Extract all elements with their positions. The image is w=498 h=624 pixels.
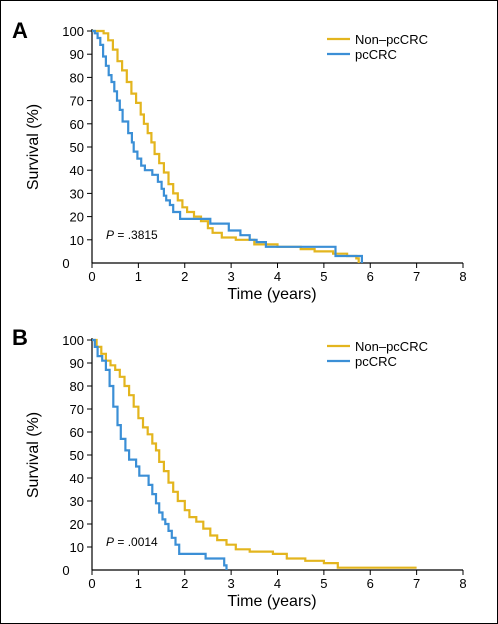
panel-a-x-tick-label: 5 bbox=[320, 269, 327, 284]
panel-b-p-value-number: = .0014 bbox=[114, 535, 158, 549]
panel-b-legend-label-non-pccrc: Non–pcCRC bbox=[355, 339, 428, 354]
panel-a-p-value-number: = .3815 bbox=[114, 228, 158, 242]
panel-b-y-tick-label: 40 bbox=[70, 471, 84, 486]
panel-b-x-tick-label: 3 bbox=[228, 576, 235, 591]
panel-b-x-tick-label: 4 bbox=[274, 576, 281, 591]
panel-a-x-tick-label: 3 bbox=[228, 269, 235, 284]
panel-a-p-value-symbol: P bbox=[106, 228, 114, 242]
panel-b-y-tick-label: 20 bbox=[70, 517, 84, 532]
panel-a-y-tick-label: 50 bbox=[70, 140, 84, 155]
panel-b-y-axis-title: Survival (%) bbox=[25, 412, 42, 498]
panel-b-y-tick-label: 60 bbox=[70, 425, 84, 440]
panel-b-y-tick-label-zero: 0 bbox=[62, 563, 69, 578]
panel-a-x-tick-label: 6 bbox=[367, 269, 374, 284]
panel-b-x-tick-label: 7 bbox=[413, 576, 420, 591]
panel-b-legend-label-pccrc: pcCRC bbox=[355, 354, 397, 369]
panel-b-x-tick-label: 8 bbox=[459, 576, 466, 591]
panel-a-y-tick-label: 80 bbox=[70, 70, 84, 85]
panel-a-x-tick-label: 8 bbox=[459, 269, 466, 284]
panel-b-p-value-symbol: P bbox=[106, 535, 114, 549]
panel-a-y-tick-label: 20 bbox=[70, 210, 84, 225]
panel-b-p-value-annotation: P = .0014 bbox=[106, 535, 158, 549]
panel-a-y-tick-label: 40 bbox=[70, 163, 84, 178]
panel-b-y-tick-label: 50 bbox=[70, 448, 84, 463]
panel-b-y-tick-label: 10 bbox=[70, 540, 84, 555]
panel-b-y-tick-label: 80 bbox=[70, 379, 84, 394]
panel-b-y-tick-label: 30 bbox=[70, 494, 84, 509]
panel-a-y-tick-label: 10 bbox=[70, 233, 84, 248]
panel-a-x-tick-label: 4 bbox=[274, 269, 281, 284]
panel-a-x-tick-label: 7 bbox=[413, 269, 420, 284]
panel-a-y-tick-label: 30 bbox=[70, 186, 84, 201]
panel-a-series-pccrc-line bbox=[92, 29, 363, 263]
panel-b-x-tick-label: 6 bbox=[367, 576, 374, 591]
panel-b-x-axis-title: Time (years) bbox=[227, 593, 316, 610]
panel-a-label: A bbox=[12, 18, 28, 43]
panel-b-x-tick-label: 1 bbox=[135, 576, 142, 591]
panel-a-x-tick-label: 1 bbox=[135, 269, 142, 284]
panel-b-series-pccrc-line bbox=[92, 338, 228, 570]
panel-b-x-tick-label: 0 bbox=[88, 576, 95, 591]
panel-b-y-tick-label: 70 bbox=[70, 402, 84, 417]
panel-a-legend-label-non-pccrc: Non–pcCRC bbox=[355, 32, 428, 47]
panel-b-series-non-pccrc-line bbox=[92, 338, 417, 569]
panel-a-y-axis-title: Survival (%) bbox=[25, 104, 42, 190]
panel-a-y-tick-label: 60 bbox=[70, 117, 84, 132]
panel-a-x-tick-label: 2 bbox=[181, 269, 188, 284]
panel-a-legend-label-pccrc: pcCRC bbox=[355, 47, 397, 62]
panel-a-x-tick-label: 0 bbox=[88, 269, 95, 284]
panel-a-p-value-annotation: P = .3815 bbox=[106, 228, 158, 242]
panel-b-x-tick-label: 5 bbox=[320, 576, 327, 591]
panel-a-y-tick-label-zero: 0 bbox=[62, 256, 69, 271]
panel-a-x-axis-title: Time (years) bbox=[227, 286, 316, 303]
panel-a-y-tick-label: 70 bbox=[70, 94, 84, 109]
panel-b-x-tick-label: 2 bbox=[181, 576, 188, 591]
panel-b-y-tick-label: 100 bbox=[62, 333, 84, 348]
panel-a-y-tick-label: 100 bbox=[62, 24, 84, 39]
panel-a-y-tick-label: 90 bbox=[70, 47, 84, 62]
panel-b-y-tick-label: 90 bbox=[70, 356, 84, 371]
panel-b-label: B bbox=[12, 325, 28, 350]
